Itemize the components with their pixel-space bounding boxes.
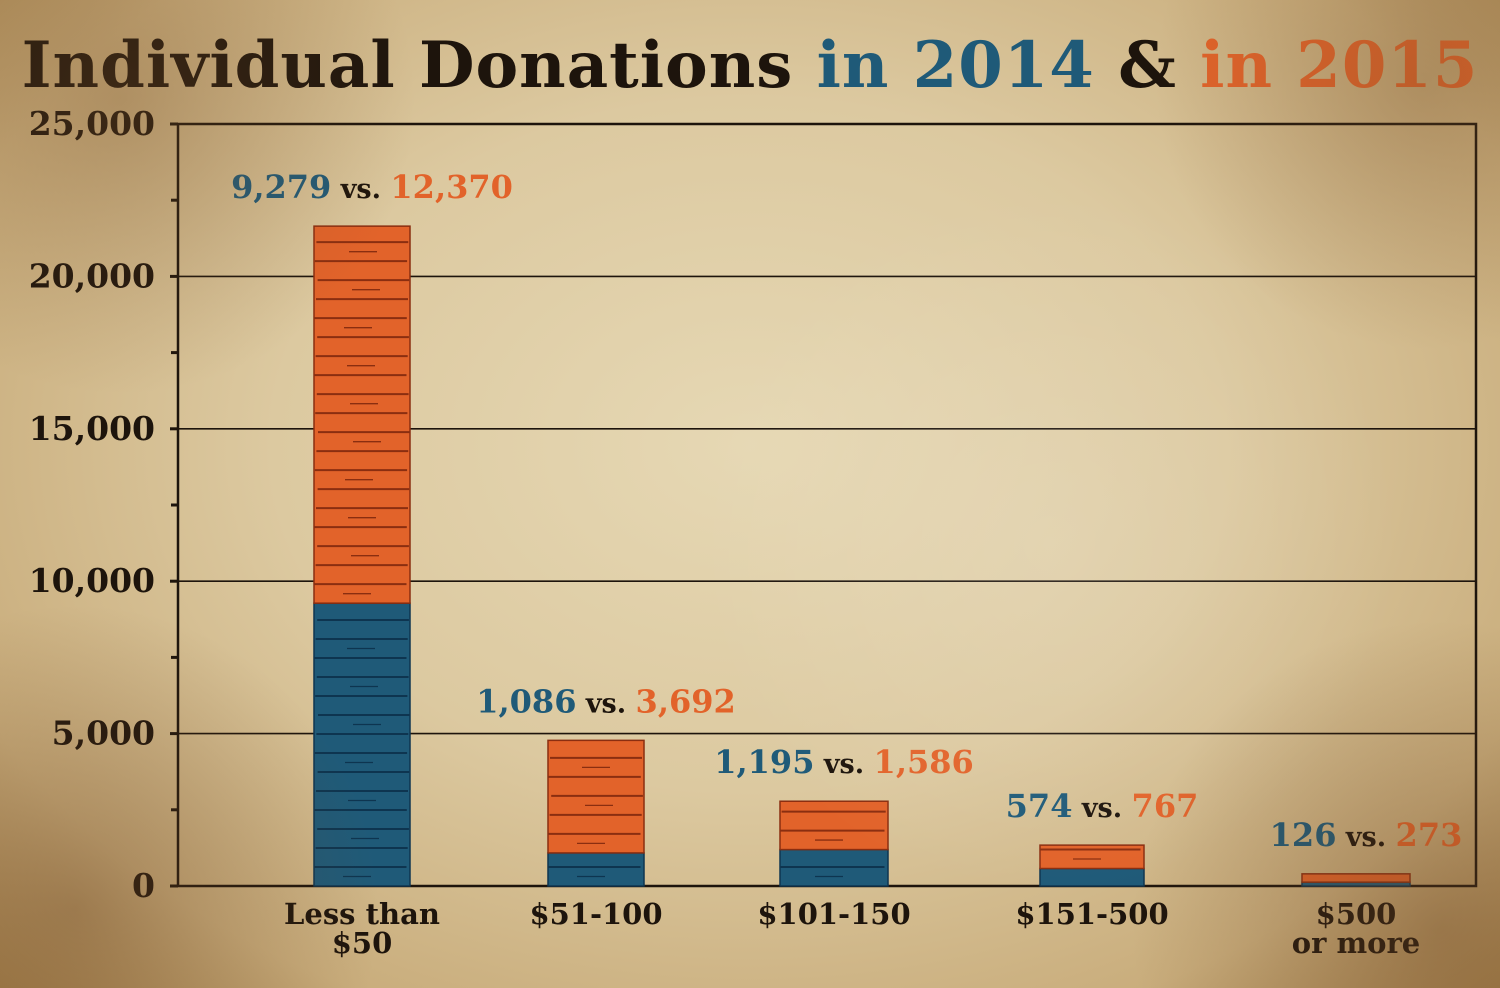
bar-2014 [1039, 867, 1145, 887]
bar-2015 [779, 800, 889, 851]
bar-2015 [1039, 844, 1145, 870]
x-category-label: Less than [284, 897, 440, 931]
title-2014: in 2014 [816, 28, 1095, 103]
x-category-label: $50 [332, 926, 393, 960]
value-2015: 3,692 [636, 682, 736, 720]
value-annotation: 126 vs. 273 [1270, 816, 1463, 854]
value-2015: 12,370 [390, 168, 512, 206]
x-category-label: $101-150 [757, 897, 910, 931]
value-vs: vs. [1336, 822, 1395, 853]
bar-2015 [313, 225, 411, 604]
title-main: Individual Donations [21, 28, 794, 103]
y-tick-label: 15,000 [29, 409, 155, 448]
y-tick-label: 20,000 [29, 256, 155, 295]
title-amp: & [1118, 28, 1177, 103]
y-tick-label: 5,000 [52, 714, 155, 753]
value-2014: 9,279 [231, 168, 331, 206]
title-2015: in 2015 [1200, 28, 1479, 103]
x-category-label: $51-100 [529, 897, 662, 931]
bar-2014 [547, 852, 645, 887]
value-vs: vs. [576, 688, 635, 719]
chart-title: Individual Donations in 2014 & in 2015 [0, 28, 1500, 103]
value-vs: vs. [331, 174, 390, 205]
value-2015: 273 [1396, 816, 1463, 854]
value-annotation: 1,086 vs. 3,692 [476, 682, 736, 720]
y-tick-label: 10,000 [29, 561, 155, 600]
value-vs: vs. [814, 749, 873, 780]
value-annotation: 574 vs. 767 [1006, 787, 1199, 825]
x-category-label: $151-500 [1015, 897, 1168, 931]
value-2015: 767 [1132, 787, 1199, 825]
value-2014: 126 [1270, 816, 1337, 854]
value-annotation: 1,195 vs. 1,586 [714, 743, 974, 781]
value-annotation: 9,279 vs. 12,370 [231, 168, 513, 206]
bar-2015 [1301, 873, 1411, 883]
value-2014: 574 [1006, 787, 1073, 825]
bar-2014 [313, 602, 411, 887]
value-2015: 1,586 [874, 743, 974, 781]
value-2014: 1,195 [714, 743, 814, 781]
y-tick-label: 0 [132, 866, 155, 905]
value-2014: 1,086 [476, 682, 576, 720]
value-vs: vs. [1072, 793, 1131, 824]
x-category-label: $500 [1316, 897, 1397, 931]
x-category-label: or more [1292, 926, 1420, 960]
y-tick-label: 25,000 [29, 104, 155, 143]
